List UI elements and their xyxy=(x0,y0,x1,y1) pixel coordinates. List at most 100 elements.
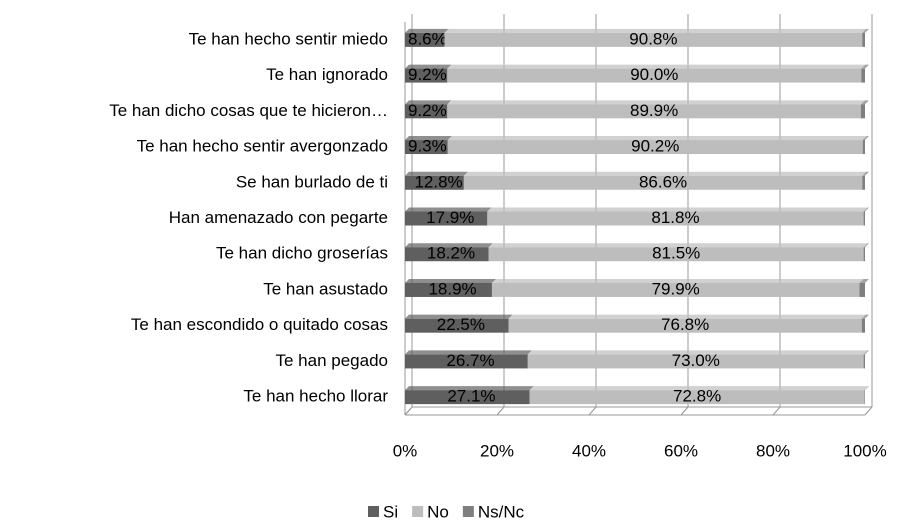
bar xyxy=(488,247,864,262)
bar xyxy=(862,140,865,155)
legend-label: Ns/Nc xyxy=(478,502,525,521)
bar xyxy=(508,318,862,333)
bar xyxy=(529,390,865,405)
bar-top xyxy=(861,64,869,69)
x-tick-label: 60% xyxy=(664,441,698,460)
bar xyxy=(405,354,528,369)
bar xyxy=(405,32,445,47)
data-label: 9.2% xyxy=(408,65,447,84)
data-label: 90.8% xyxy=(629,29,677,48)
bar xyxy=(863,247,865,262)
bar-top xyxy=(405,278,496,283)
bar-top xyxy=(405,314,513,319)
data-label: 17.9% xyxy=(426,208,474,227)
data-label: 9.2% xyxy=(408,101,447,120)
bar-top xyxy=(405,386,534,391)
data-label: 72.8% xyxy=(673,387,721,406)
bar-top xyxy=(405,243,493,248)
y-tick-label: Te han hecho llorar xyxy=(243,387,388,406)
y-tick-label: Te han hecho sentir miedo xyxy=(189,29,388,48)
bar-top xyxy=(862,171,869,176)
bar xyxy=(444,32,863,47)
data-label: 26.7% xyxy=(446,351,494,370)
data-label: 81.8% xyxy=(651,208,699,227)
bar xyxy=(463,175,863,190)
bar xyxy=(405,247,489,262)
bar xyxy=(861,68,865,83)
y-tick-label: Te han escondido o quitado cosas xyxy=(131,315,388,334)
bar xyxy=(405,104,448,119)
bar xyxy=(405,68,448,83)
bar-top xyxy=(863,350,869,355)
y-tick-label: Te han asustado xyxy=(263,279,388,298)
bar-top xyxy=(488,243,868,248)
bar-top xyxy=(447,100,865,105)
x-tick-label: 20% xyxy=(480,441,514,460)
y-tick-label: Te han hecho sentir avergonzado xyxy=(137,137,388,156)
bar-top xyxy=(405,28,449,33)
y-tick-label: Se han burlado de ti xyxy=(236,172,388,191)
bar xyxy=(863,211,865,226)
data-label: 76.8% xyxy=(661,315,709,334)
data-label: 27.1% xyxy=(447,387,495,406)
bar-top xyxy=(405,171,468,176)
bar xyxy=(487,211,864,226)
bar-top xyxy=(860,100,869,105)
bar xyxy=(405,318,509,333)
grid-floor xyxy=(680,406,689,416)
bar xyxy=(863,354,865,369)
legend-swatch xyxy=(368,506,379,517)
legend-label: Si xyxy=(383,502,398,521)
bar-top xyxy=(861,314,869,319)
bar-top xyxy=(491,278,864,283)
bar-top xyxy=(405,207,492,212)
legend-swatch xyxy=(462,506,474,517)
bar-top xyxy=(863,207,869,212)
bar xyxy=(860,104,865,119)
grid-floor xyxy=(588,406,597,416)
bar xyxy=(862,32,865,47)
bar-top xyxy=(508,314,866,319)
data-label: 22.5% xyxy=(437,315,485,334)
x-tick-label: 40% xyxy=(572,441,606,460)
grid-floor xyxy=(404,406,413,416)
bar-top xyxy=(864,386,869,391)
y-tick-label: Te han dicho groserías xyxy=(216,244,388,263)
bar-top xyxy=(447,136,867,141)
data-label: 12.8% xyxy=(414,172,462,191)
bar-top xyxy=(862,136,869,141)
bar xyxy=(447,68,862,83)
data-label: 90.2% xyxy=(631,137,679,156)
bar-top xyxy=(447,64,866,69)
data-label: 79.9% xyxy=(652,279,700,298)
bar xyxy=(405,282,492,297)
legend-label: No xyxy=(427,502,449,521)
bar-top xyxy=(527,350,868,355)
bar xyxy=(447,140,863,155)
grid-floor xyxy=(496,406,505,416)
data-label: 9.3% xyxy=(408,137,447,156)
bar xyxy=(405,211,488,226)
data-label: 81.5% xyxy=(652,244,700,263)
data-label: 18.2% xyxy=(427,244,475,263)
bar xyxy=(862,175,865,190)
grid-floor xyxy=(864,406,873,416)
bar-top xyxy=(405,350,532,355)
y-tick-label: Te han dicho cosas que te hicieron… xyxy=(109,101,388,120)
bar-top xyxy=(859,278,869,283)
bar xyxy=(861,318,865,333)
bar xyxy=(859,282,865,297)
bar-top xyxy=(529,386,869,391)
legend-swatch xyxy=(412,506,424,517)
y-tick-label: Te han pegado xyxy=(276,351,389,370)
x-tick-label: 100% xyxy=(843,441,886,460)
bar-top xyxy=(405,100,452,105)
bar-top xyxy=(405,136,452,141)
bar xyxy=(447,104,861,119)
y-tick-label: Te han ignorado xyxy=(266,65,388,84)
bar-top xyxy=(463,171,867,176)
data-label: 89.9% xyxy=(630,101,678,120)
data-label: 18.9% xyxy=(428,279,476,298)
bar-top xyxy=(444,28,867,33)
